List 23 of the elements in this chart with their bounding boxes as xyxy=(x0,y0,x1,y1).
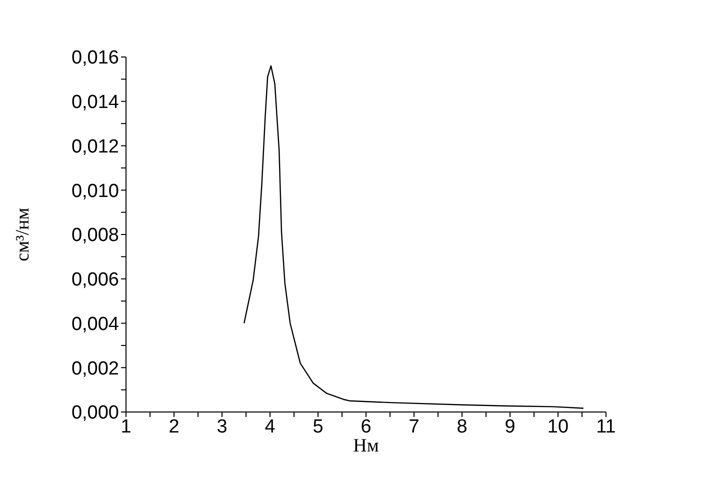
y-tick-label: 0,006 xyxy=(71,270,119,291)
x-tick-label: 9 xyxy=(504,416,516,438)
y-tick-label: 0,000 xyxy=(71,402,119,424)
x-tick-label: 11 xyxy=(596,416,616,438)
y-axis-title: см³/нм xyxy=(12,208,34,262)
y-tick-label: 0,010 xyxy=(71,180,119,202)
x-tick-label: 3 xyxy=(216,416,228,438)
x-tick-label: 6 xyxy=(360,416,372,438)
x-tick-label: 5 xyxy=(312,416,324,438)
x-tick-label: 10 xyxy=(547,416,569,438)
x-axis-title: Нм xyxy=(353,435,379,456)
y-tick-label: 0,016 xyxy=(71,48,119,69)
y-tick-label: 0,002 xyxy=(71,358,119,380)
y-tick-label: 0,004 xyxy=(71,314,120,335)
x-tick-label: 8 xyxy=(456,416,468,438)
x-tick-label: 2 xyxy=(168,416,180,438)
x-tick-label: 4 xyxy=(264,416,276,438)
x-tick-label: 7 xyxy=(408,416,420,438)
y-tick-label: 0,008 xyxy=(71,225,119,246)
line-series xyxy=(243,65,584,409)
y-tick-label: 0,014 xyxy=(71,92,120,114)
x-tick-label: 1 xyxy=(120,416,132,438)
y-tick-label: 0,012 xyxy=(71,136,119,158)
